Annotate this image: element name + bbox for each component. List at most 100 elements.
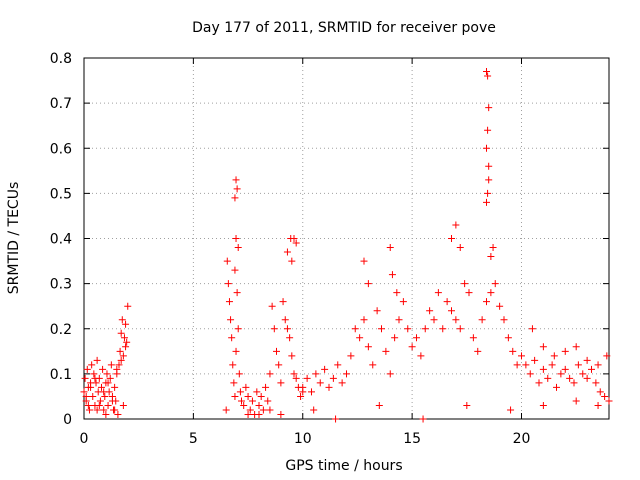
data-point bbox=[395, 316, 403, 324]
data-point bbox=[122, 320, 130, 328]
data-point bbox=[603, 352, 611, 360]
data-point bbox=[378, 325, 385, 333]
data-point bbox=[95, 401, 103, 409]
data-point bbox=[104, 401, 112, 409]
data-point bbox=[255, 410, 263, 418]
plot-frame bbox=[83, 57, 610, 420]
data-point bbox=[119, 352, 127, 360]
data-point bbox=[443, 298, 451, 306]
data-point bbox=[421, 325, 429, 333]
data-point bbox=[596, 388, 604, 396]
data-point bbox=[489, 244, 497, 252]
data-point bbox=[572, 343, 580, 351]
data-point bbox=[478, 316, 486, 324]
data-point bbox=[356, 334, 364, 342]
data-point bbox=[231, 392, 239, 400]
data-point bbox=[463, 401, 471, 409]
data-point bbox=[500, 316, 508, 324]
data-point bbox=[93, 406, 101, 414]
data-point bbox=[413, 334, 420, 342]
data-point bbox=[255, 401, 263, 409]
data-point bbox=[601, 392, 609, 400]
data-point bbox=[228, 334, 236, 342]
data-point bbox=[393, 289, 401, 297]
data-point bbox=[117, 356, 125, 364]
data-point bbox=[287, 235, 295, 242]
data-point bbox=[312, 370, 320, 378]
data-point bbox=[391, 334, 399, 342]
x-tick-label: 20 bbox=[513, 431, 531, 447]
data-point bbox=[539, 343, 547, 351]
data-point bbox=[116, 347, 124, 355]
data-point bbox=[351, 325, 359, 333]
axis-ticks bbox=[83, 57, 609, 420]
data-point bbox=[292, 239, 300, 247]
data-point bbox=[84, 401, 92, 409]
data-point bbox=[539, 365, 547, 373]
data-point bbox=[270, 325, 278, 333]
data-point bbox=[117, 329, 125, 337]
data-point bbox=[487, 289, 495, 297]
data-point bbox=[572, 397, 580, 405]
data-point bbox=[230, 379, 238, 387]
data-point bbox=[93, 356, 101, 364]
data-point bbox=[262, 383, 270, 391]
data-point bbox=[465, 289, 473, 297]
data-point bbox=[332, 415, 340, 423]
data-point bbox=[281, 316, 289, 324]
data-point bbox=[122, 343, 130, 351]
data-point bbox=[81, 374, 89, 382]
data-points bbox=[80, 68, 613, 423]
data-point bbox=[83, 365, 91, 373]
data-point bbox=[288, 352, 296, 360]
data-point bbox=[89, 392, 97, 400]
x-tick-label: 0 bbox=[80, 431, 89, 447]
data-point bbox=[588, 365, 595, 373]
data-point bbox=[82, 392, 90, 400]
data-point bbox=[388, 271, 396, 279]
data-point bbox=[408, 343, 416, 351]
data-point bbox=[234, 325, 242, 333]
data-point bbox=[257, 392, 265, 400]
data-point bbox=[539, 401, 547, 409]
data-point bbox=[292, 374, 300, 382]
y-tick-label: 0.2 bbox=[50, 322, 72, 338]
x-tick-label: 5 bbox=[189, 431, 198, 447]
data-point bbox=[522, 361, 530, 369]
data-point bbox=[88, 361, 96, 369]
data-point bbox=[273, 347, 280, 355]
data-point bbox=[594, 361, 602, 369]
data-point bbox=[115, 361, 123, 369]
data-point bbox=[461, 280, 469, 288]
data-point bbox=[548, 361, 556, 369]
data-point bbox=[266, 370, 274, 378]
data-point bbox=[369, 361, 377, 369]
data-point bbox=[100, 388, 108, 396]
data-point bbox=[85, 406, 93, 414]
data-point bbox=[364, 343, 372, 351]
data-point bbox=[347, 352, 355, 360]
y-tick-label: 0.4 bbox=[50, 232, 72, 248]
y-tick-label: 0.3 bbox=[50, 277, 72, 293]
data-point bbox=[507, 406, 515, 414]
data-point bbox=[275, 361, 283, 369]
data-point bbox=[484, 189, 492, 197]
data-point bbox=[80, 388, 88, 396]
data-point bbox=[113, 365, 121, 373]
data-point bbox=[487, 253, 495, 261]
y-tick-label: 0.6 bbox=[50, 141, 72, 157]
data-point bbox=[111, 383, 119, 391]
data-point bbox=[544, 374, 552, 382]
data-point bbox=[308, 388, 315, 396]
data-point bbox=[375, 401, 383, 409]
data-point bbox=[107, 361, 115, 369]
data-point bbox=[448, 235, 455, 242]
data-point bbox=[238, 397, 245, 405]
data-point bbox=[232, 235, 240, 242]
data-point bbox=[297, 392, 305, 400]
data-point bbox=[244, 410, 252, 418]
data-point bbox=[266, 406, 274, 414]
data-point bbox=[224, 280, 232, 288]
data-point bbox=[343, 370, 350, 378]
data-point bbox=[123, 338, 131, 346]
